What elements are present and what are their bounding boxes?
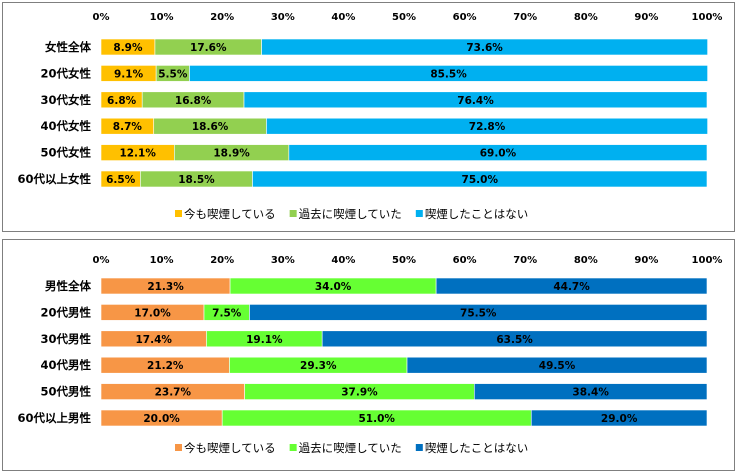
bar-segment bbox=[249, 304, 708, 321]
x-tick-label: 30% bbox=[271, 12, 295, 23]
men-chart-panel: 0% 10% 20% 30% 40% 50% 60% 70% 80% 90% 100% 男性全体 21.… bbox=[2, 239, 735, 471]
data-label: 17.4% bbox=[136, 334, 173, 346]
category-label: 60代以上男性 bbox=[17, 411, 91, 425]
data-label: 23.7% bbox=[155, 387, 192, 399]
category-label: 男性全体 bbox=[45, 279, 91, 293]
legend-label: 過去に喫煙していた bbox=[299, 207, 402, 221]
data-label: 75.0% bbox=[462, 174, 499, 186]
category-label: 40代男性 bbox=[40, 358, 91, 372]
x-tick-label: 50% bbox=[392, 12, 416, 23]
x-tick-label: 80% bbox=[574, 12, 598, 23]
x-tick-label: 60% bbox=[453, 12, 477, 23]
x-tick-label: 70% bbox=[513, 255, 537, 266]
data-label: 7.5% bbox=[212, 307, 242, 319]
bar-segment bbox=[288, 144, 708, 161]
bar-segment bbox=[243, 91, 708, 109]
category-label: 50代女性 bbox=[40, 146, 91, 160]
data-label: 76.4% bbox=[457, 95, 494, 107]
men-stacked-bar-chart: 0% 10% 20% 30% 40% 50% 60% 70% 80% 90% 100% 男性全体 21.… bbox=[17, 255, 723, 455]
data-label: 69.0% bbox=[480, 148, 517, 160]
data-label: 44.7% bbox=[553, 281, 590, 293]
bar-segment bbox=[321, 330, 708, 348]
category-label: 30代男性 bbox=[40, 332, 91, 346]
bar-segment bbox=[473, 383, 708, 400]
legend-label: 過去に喫煙していた bbox=[299, 441, 402, 455]
data-label: 17.0% bbox=[134, 307, 171, 319]
data-label: 20.0% bbox=[143, 413, 180, 425]
bar-segment bbox=[406, 356, 708, 374]
data-label: 9.1% bbox=[114, 68, 144, 80]
data-label: 8.9% bbox=[113, 42, 143, 54]
x-tick-label: 90% bbox=[634, 255, 658, 266]
bar-segment bbox=[266, 117, 708, 135]
data-label: 63.5% bbox=[496, 334, 533, 346]
legend-swatch bbox=[175, 210, 182, 217]
data-label: 18.6% bbox=[192, 121, 229, 133]
data-label: 72.8% bbox=[469, 121, 506, 133]
x-tick-label: 20% bbox=[210, 255, 234, 266]
x-tick-label: 20% bbox=[210, 12, 234, 23]
legend-label: 喫煙したことはない bbox=[425, 207, 529, 221]
category-label: 20代女性 bbox=[40, 66, 91, 80]
bar-segment bbox=[530, 409, 708, 427]
legend-swatch bbox=[289, 210, 297, 217]
bar-segment bbox=[261, 38, 708, 56]
x-tick-label: 40% bbox=[331, 12, 355, 23]
data-label: 6.5% bbox=[106, 174, 136, 186]
x-tick-label: 50% bbox=[392, 255, 416, 266]
category-label: 50代男性 bbox=[40, 385, 91, 399]
bar-segment bbox=[252, 170, 708, 188]
data-label: 37.9% bbox=[341, 387, 378, 399]
legend-label: 喫煙したことはない bbox=[425, 441, 529, 455]
x-tick-label: 0% bbox=[93, 12, 110, 23]
x-tick-label: 60% bbox=[453, 255, 477, 266]
x-tick-label: 30% bbox=[271, 255, 295, 266]
data-label: 5.5% bbox=[158, 68, 188, 80]
data-label: 73.6% bbox=[466, 42, 503, 54]
data-label: 75.5% bbox=[460, 307, 497, 319]
data-label: 18.5% bbox=[178, 174, 215, 186]
legend-swatch bbox=[415, 444, 423, 451]
x-tick-label: 100% bbox=[692, 12, 723, 23]
x-tick-label: 10% bbox=[150, 255, 174, 266]
data-label: 51.0% bbox=[359, 413, 396, 425]
data-label: 6.8% bbox=[107, 95, 137, 107]
legend-swatch bbox=[415, 210, 423, 217]
category-label: 20代男性 bbox=[40, 305, 91, 319]
category-label: 40代女性 bbox=[40, 119, 91, 133]
data-label: 29.0% bbox=[601, 413, 638, 425]
data-label: 19.1% bbox=[246, 334, 283, 346]
data-label: 34.0% bbox=[315, 281, 352, 293]
bar-segment bbox=[435, 277, 708, 295]
legend-label: 今も喫煙している bbox=[184, 441, 276, 455]
x-tick-label: 0% bbox=[93, 255, 110, 266]
data-label: 21.3% bbox=[147, 281, 184, 293]
category-label: 60代以上女性 bbox=[17, 172, 91, 186]
x-tick-label: 100% bbox=[692, 255, 723, 266]
category-label: 女性全体 bbox=[45, 40, 91, 54]
category-label: 30代女性 bbox=[40, 93, 91, 107]
data-label: 49.5% bbox=[539, 360, 576, 372]
x-tick-label: 90% bbox=[634, 12, 658, 23]
x-tick-label: 10% bbox=[150, 12, 174, 23]
data-label: 16.8% bbox=[175, 95, 212, 107]
x-tick-label: 40% bbox=[331, 255, 355, 266]
data-label: 38.4% bbox=[572, 387, 609, 399]
x-tick-label: 70% bbox=[513, 12, 537, 23]
women-chart-panel: 0% 10% 20% 30% 40% 50% 60% 70% 80% 90% 100% 女性全体 8.9… bbox=[2, 2, 735, 232]
legend-label: 今も喫煙している bbox=[184, 207, 276, 221]
data-label: 21.2% bbox=[147, 360, 184, 372]
data-label: 85.5% bbox=[430, 68, 467, 80]
x-tick-label: 80% bbox=[574, 255, 598, 266]
data-label: 29.3% bbox=[300, 360, 337, 372]
data-label: 12.1% bbox=[119, 148, 156, 160]
legend-swatch bbox=[175, 444, 182, 451]
bar-segment bbox=[189, 65, 708, 82]
legend-swatch bbox=[289, 444, 297, 451]
women-stacked-bar-chart: 0% 10% 20% 30% 40% 50% 60% 70% 80% 90% 100% 女性全体 8.9… bbox=[17, 12, 723, 221]
data-label: 8.7% bbox=[113, 121, 143, 133]
data-label: 17.6% bbox=[190, 42, 227, 54]
data-label: 18.9% bbox=[213, 148, 250, 160]
